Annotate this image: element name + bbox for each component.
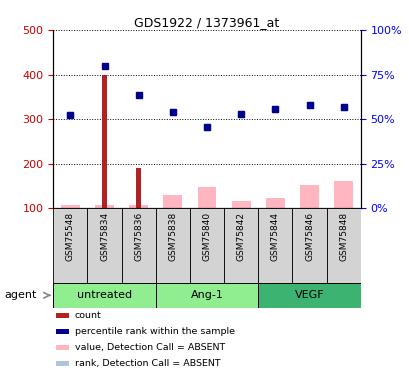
Bar (231, 201, 250, 208)
Text: percentile rank within the sample: percentile rank within the sample (74, 327, 234, 336)
Bar (292, 208, 326, 283)
Bar (265, 198, 284, 208)
Text: GSM75844: GSM75844 (270, 212, 279, 261)
Text: Ang-1: Ang-1 (190, 290, 223, 300)
Bar (155, 208, 189, 283)
Bar (56, 361, 69, 366)
Text: GSM75840: GSM75840 (202, 212, 211, 261)
Text: GSM75838: GSM75838 (168, 212, 177, 261)
Bar (258, 208, 292, 283)
Text: untreated: untreated (77, 290, 132, 300)
Bar (224, 208, 258, 283)
Bar (258, 283, 360, 308)
Title: GDS1922 / 1373961_at: GDS1922 / 1373961_at (134, 16, 279, 29)
Text: count: count (74, 311, 101, 320)
Bar (56, 345, 69, 350)
Bar (95, 204, 114, 208)
Bar (53, 208, 87, 283)
Bar (87, 208, 121, 283)
Bar (163, 195, 182, 208)
Bar (102, 75, 107, 208)
Bar (61, 204, 80, 208)
Text: GSM75834: GSM75834 (100, 212, 109, 261)
Text: value, Detection Call = ABSENT: value, Detection Call = ABSENT (74, 343, 225, 352)
Text: VEGF: VEGF (294, 290, 324, 300)
Bar (56, 329, 69, 334)
Bar (136, 168, 141, 208)
Text: GSM75842: GSM75842 (236, 212, 245, 261)
Bar (197, 187, 216, 208)
Text: rank, Detection Call = ABSENT: rank, Detection Call = ABSENT (74, 359, 220, 368)
Bar (129, 204, 148, 208)
Bar (326, 208, 360, 283)
Text: agent: agent (4, 290, 36, 300)
Text: GSM75846: GSM75846 (304, 212, 313, 261)
Bar (189, 208, 224, 283)
Bar (155, 283, 258, 308)
Text: GSM75548: GSM75548 (66, 212, 75, 261)
Text: GSM75848: GSM75848 (338, 212, 347, 261)
Bar (333, 182, 352, 208)
Bar (56, 313, 69, 318)
Bar (121, 208, 155, 283)
Bar (53, 283, 155, 308)
Bar (299, 184, 318, 208)
Text: GSM75836: GSM75836 (134, 212, 143, 261)
